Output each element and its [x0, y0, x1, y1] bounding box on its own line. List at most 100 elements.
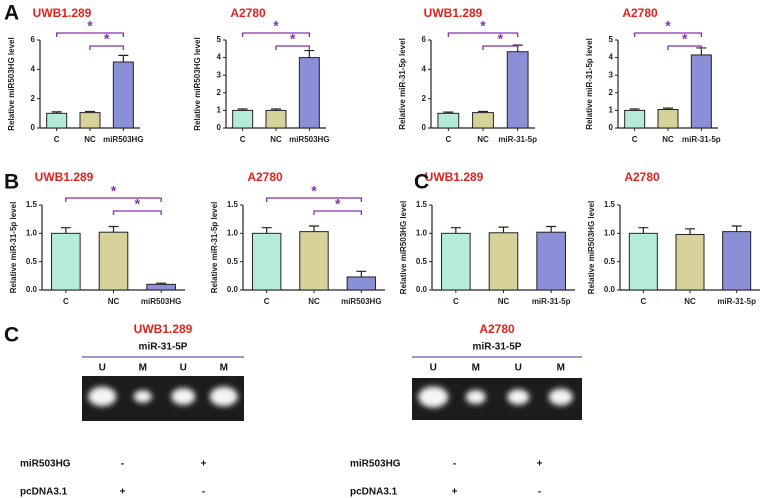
gel-band — [209, 386, 238, 407]
bar — [232, 109, 254, 129]
y-tick-label: 0 — [217, 123, 222, 132]
significance-label: * — [665, 18, 671, 34]
y-axis-label: Relative miR-31-5p level — [585, 38, 594, 130]
chart-title: UWB1.289 — [425, 170, 484, 184]
y-axis-label: Relative miR-31-5p level — [9, 202, 18, 294]
error-bar — [85, 110, 95, 113]
bar — [299, 231, 329, 291]
bar — [441, 232, 471, 291]
y-tick-label: 0.0 — [416, 285, 428, 294]
bar — [675, 233, 705, 291]
x-tick-label: C — [453, 297, 459, 306]
y-tick-label: 0.5 — [416, 257, 428, 266]
x-tick-label: NC — [84, 135, 96, 144]
error-bar — [443, 111, 454, 114]
lane-label: M — [220, 363, 228, 374]
y-tick-label: 2 — [217, 88, 222, 97]
y-axis-label: Relative miR503HG level — [7, 37, 16, 130]
bar — [472, 112, 494, 129]
gel-band — [88, 386, 117, 407]
y-axis-label: Relative miR503HG level — [193, 37, 202, 130]
x-tick-label: C — [264, 297, 270, 306]
lane-label: U — [515, 363, 522, 374]
bar — [98, 231, 129, 291]
error-bar — [271, 108, 281, 111]
significance-bracket — [65, 197, 162, 202]
significance-label: * — [498, 31, 504, 47]
gel-band — [171, 388, 196, 405]
y-tick-label: 1.0 — [26, 228, 38, 237]
error-bar — [156, 282, 167, 285]
error-bar — [478, 110, 488, 113]
significance-bracket — [242, 32, 310, 37]
y-tick-label: 1.0 — [227, 228, 239, 237]
y-tick-label: 0.5 — [26, 257, 38, 266]
x-tick-label: miR503HG — [141, 297, 181, 306]
lane-label: M — [557, 363, 565, 374]
y-tick-label: 1 — [609, 106, 614, 115]
bar — [488, 232, 519, 291]
y-tick-label: 6 — [31, 35, 36, 44]
y-tick-label: 2 — [609, 88, 614, 97]
row-mark: - — [538, 487, 541, 498]
bar — [51, 232, 81, 291]
x-tick-label: C — [640, 297, 646, 306]
x-tick-label: miR-31-5p — [682, 135, 721, 144]
significance-label: * — [290, 31, 296, 47]
bar — [536, 231, 566, 291]
bar — [112, 61, 134, 129]
bar — [628, 232, 658, 291]
y-axis-label: Relative miR503HG level — [399, 201, 408, 294]
row-label: miR503HG — [350, 459, 401, 470]
gel-band — [465, 390, 486, 404]
significance-label: * — [87, 18, 93, 34]
x-tick-label: C — [445, 135, 451, 144]
significance-label: * — [104, 31, 110, 47]
y-tick-label: 1.0 — [604, 228, 616, 237]
gel-band — [133, 390, 152, 403]
row-label: miR503HG — [20, 459, 71, 470]
x-tick-label: C — [63, 297, 69, 306]
y-tick-label: 0 — [609, 123, 614, 132]
row-mark: + — [120, 487, 126, 498]
error-bar — [356, 270, 367, 277]
bar — [437, 112, 460, 129]
y-tick-label: 3 — [217, 70, 222, 79]
gel-probe: miR-31-5P — [473, 342, 522, 353]
bar — [298, 57, 320, 129]
error-bar — [309, 225, 319, 232]
significance-bracket — [89, 45, 124, 50]
y-tick-label: 4 — [422, 64, 427, 73]
significance-bracket — [266, 197, 362, 202]
row-mark: + — [452, 487, 458, 498]
x-tick-label: C — [240, 135, 246, 144]
x-tick-label: miR-31-5p — [717, 297, 756, 306]
row-mark: - — [121, 459, 124, 470]
y-tick-label: 4 — [609, 53, 614, 62]
error-bar — [108, 225, 119, 233]
significance-bracket — [112, 210, 162, 215]
significance-label: * — [111, 183, 117, 199]
y-tick-label: 3 — [609, 70, 614, 79]
bar — [79, 112, 101, 129]
bar — [506, 51, 529, 129]
significance-label: * — [480, 18, 486, 34]
error-bar — [731, 225, 742, 232]
bar — [46, 112, 68, 129]
lane-label: U — [99, 363, 106, 374]
y-tick-label: 0.0 — [26, 285, 38, 294]
bar — [265, 109, 287, 129]
significance-bracket — [313, 210, 362, 215]
panel-label: C — [414, 171, 429, 194]
error-bar — [663, 107, 673, 110]
significance-label: * — [335, 196, 341, 212]
significance-label: * — [311, 183, 317, 199]
y-tick-label: 1.5 — [227, 200, 239, 209]
gel-probe: miR-31-5P — [139, 342, 188, 353]
chart-title: UWB1.289 — [33, 6, 92, 20]
gel-band — [507, 389, 530, 405]
significance-bracket — [447, 32, 519, 37]
lane-label: U — [430, 363, 437, 374]
y-tick-label: 0.0 — [227, 285, 239, 294]
